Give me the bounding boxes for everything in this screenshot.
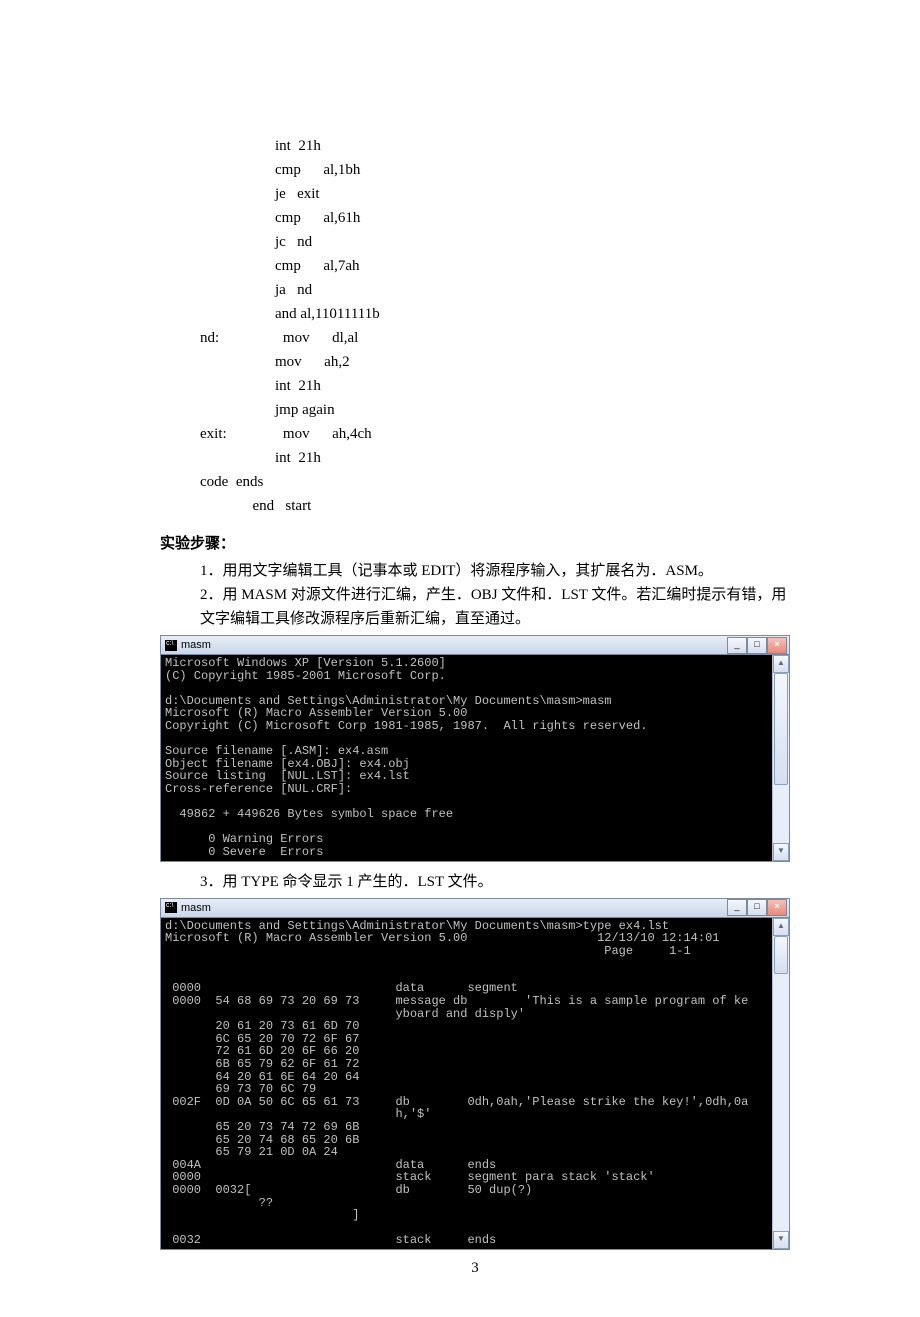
scroll-thumb[interactable]	[774, 673, 788, 785]
terminal-title: masm	[181, 902, 211, 914]
terminal-window-type: masm _ □ × d:\Documents and Settings\Adm…	[160, 898, 790, 1250]
terminal-output-type: d:\Documents and Settings\Administrator\…	[161, 918, 772, 1249]
asm-line: jmp again	[200, 402, 335, 418]
asm-line: int 21h	[200, 450, 321, 466]
asm-line: int 21h	[200, 378, 321, 394]
steps: 1．用用文字编辑工具（记事本或 EDIT）将源程序输入，其扩展名为．ASM。 2…	[200, 559, 790, 631]
terminal-title: masm	[181, 639, 211, 651]
asm-line: je exit	[200, 186, 320, 202]
step-3: 3．用 TYPE 命令显示 1 产生的．LST 文件。	[200, 870, 790, 894]
scroll-down-icon[interactable]: ▼	[773, 843, 789, 861]
close-button[interactable]: ×	[767, 637, 787, 654]
minimize-button[interactable]: _	[727, 899, 747, 916]
steps-cont: 3．用 TYPE 命令显示 1 产生的．LST 文件。	[200, 870, 790, 894]
asm-line: end start	[200, 498, 311, 514]
maximize-button[interactable]: □	[747, 899, 767, 916]
section-heading: 实验步骤：	[160, 532, 790, 553]
terminal-titlebar[interactable]: masm _ □ ×	[161, 636, 789, 655]
asm-line: int 21h	[200, 138, 321, 154]
terminal-titlebar[interactable]: masm _ □ ×	[161, 899, 789, 918]
minimize-button[interactable]: _	[727, 637, 747, 654]
asm-code-block: int 21h cmp al,1bh je exit cmp al,61h jc…	[200, 110, 790, 518]
step-2a: 2．用 MASM 对源文件进行汇编，产生．OBJ 文件和．LST 文件。若汇编时…	[200, 583, 790, 607]
asm-line: jc nd	[200, 234, 312, 250]
step-1: 1．用用文字编辑工具（记事本或 EDIT）将源程序输入，其扩展名为．ASM。	[200, 559, 790, 583]
maximize-button[interactable]: □	[747, 637, 767, 654]
scroll-thumb[interactable]	[774, 936, 788, 974]
cmd-icon	[165, 902, 177, 913]
scrollbar[interactable]: ▲ ▼	[772, 655, 789, 861]
scroll-up-icon[interactable]: ▲	[773, 918, 789, 936]
asm-line: nd: mov dl,al	[200, 330, 358, 346]
terminal-window-masm: masm _ □ × Microsoft Windows XP [Version…	[160, 635, 790, 862]
cmd-icon	[165, 640, 177, 651]
asm-line: code ends	[200, 474, 263, 490]
scrollbar[interactable]: ▲ ▼	[772, 918, 789, 1249]
asm-line: cmp al,61h	[200, 210, 360, 226]
step-2b: 文字编辑工具修改源程序后重新汇编，直至通过。	[200, 607, 790, 631]
terminal-output-masm: Microsoft Windows XP [Version 5.1.2600] …	[161, 655, 772, 861]
asm-line: ja nd	[200, 282, 312, 298]
asm-line: and al,11011111b	[200, 306, 380, 322]
scroll-track[interactable]	[773, 936, 789, 1231]
scroll-track[interactable]	[773, 673, 789, 843]
scroll-up-icon[interactable]: ▲	[773, 655, 789, 673]
asm-line: exit: mov ah,4ch	[200, 426, 372, 442]
asm-line: cmp al,7ah	[200, 258, 360, 274]
asm-line: mov ah,2	[200, 354, 350, 370]
page-number: 3	[160, 1260, 790, 1277]
close-button[interactable]: ×	[767, 899, 787, 916]
asm-line: cmp al,1bh	[200, 162, 360, 178]
scroll-down-icon[interactable]: ▼	[773, 1231, 789, 1249]
